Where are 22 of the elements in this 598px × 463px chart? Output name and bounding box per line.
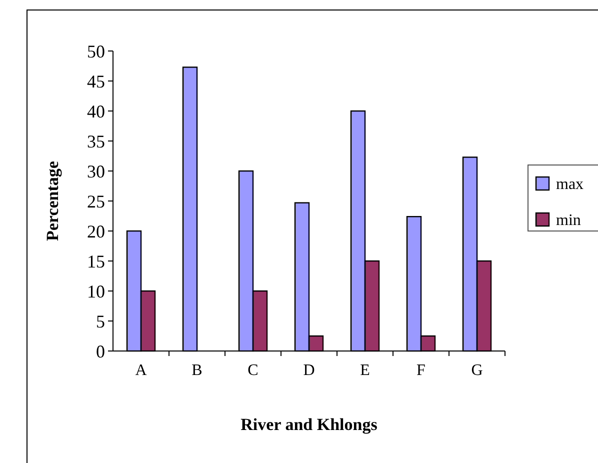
x-tick-label: A bbox=[135, 362, 148, 379]
x-tick-label: D bbox=[303, 362, 315, 379]
y-tick-label: 35 bbox=[87, 131, 105, 152]
x-axis-title: River and Khlongs bbox=[240, 415, 378, 434]
x-tick-label: B bbox=[192, 362, 202, 379]
x-tick-label: E bbox=[360, 362, 370, 379]
y-tick-label: 25 bbox=[87, 191, 105, 212]
x-tick-label: F bbox=[416, 362, 426, 379]
y-tick-label: 5 bbox=[96, 311, 105, 332]
y-tick-label: 40 bbox=[87, 101, 105, 122]
legend-label: min bbox=[556, 212, 581, 229]
y-tick-label: 45 bbox=[87, 71, 105, 92]
y-axis-title: Percentage bbox=[43, 160, 62, 241]
y-tick-label: 20 bbox=[87, 221, 105, 242]
y-tick-label: 0 bbox=[96, 341, 105, 362]
y-tick-label: 10 bbox=[87, 281, 105, 302]
legend-label: max bbox=[556, 176, 584, 193]
y-tick-label: 30 bbox=[87, 161, 105, 182]
y-tick-label: 50 bbox=[87, 41, 105, 62]
y-tick-label: 15 bbox=[87, 251, 105, 272]
x-tick-label: G bbox=[471, 362, 484, 379]
x-tick-label: C bbox=[248, 362, 258, 379]
